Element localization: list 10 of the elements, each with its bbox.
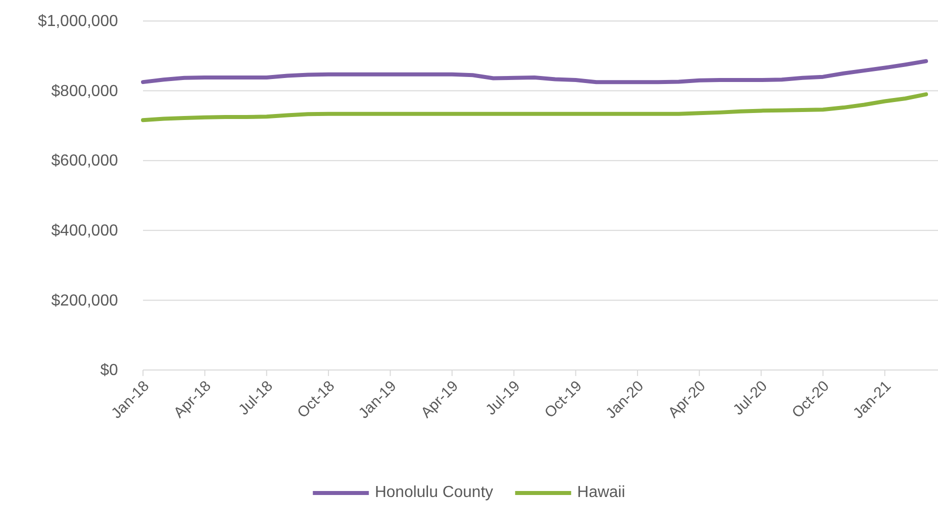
y-tick-label: $200,000: [51, 292, 118, 310]
y-tick-label: $400,000: [51, 222, 118, 240]
legend-label: Honolulu County: [374, 484, 494, 502]
line-series: [141, 59, 928, 84]
y-tick-label: $800,000: [51, 82, 118, 100]
line-series: [141, 92, 928, 122]
legend-label: Hawaii: [577, 484, 626, 502]
y-tick-label: $600,000: [51, 152, 118, 170]
y-tick-label: $1,000,000: [38, 13, 118, 30]
y-tick-label: $0: [100, 362, 118, 380]
